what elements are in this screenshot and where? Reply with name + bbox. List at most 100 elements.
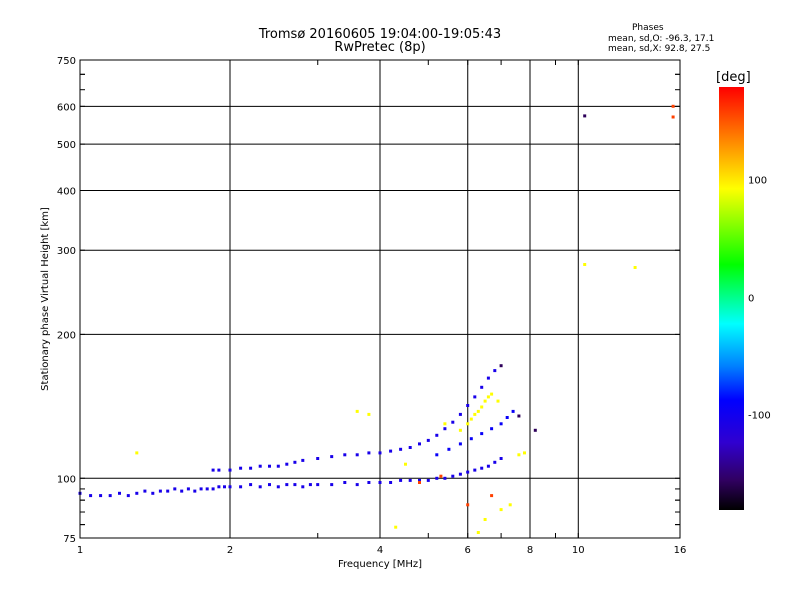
x-axis-label: Frequency [MHz]: [338, 559, 422, 570]
echo-point: [126, 494, 130, 498]
echo-point: [367, 451, 371, 455]
echo-point: [483, 518, 487, 521]
echo-point: [490, 427, 494, 431]
echo-point: [173, 487, 177, 491]
echo-point: [466, 422, 470, 426]
echo-point: [301, 485, 305, 489]
echo-point: [533, 428, 537, 432]
echo-point: [205, 487, 209, 491]
echo-point: [355, 409, 359, 413]
echo-point: [499, 364, 503, 368]
echo-point: [158, 489, 162, 493]
echo-point: [367, 481, 371, 484]
echo-point: [249, 483, 253, 487]
echo-point: [466, 503, 470, 507]
echo-point: [180, 489, 184, 493]
echo-point: [316, 457, 320, 460]
echo-point: [517, 453, 521, 457]
echo-point: [293, 483, 297, 487]
y-tick-label: 200: [57, 330, 76, 341]
colorbar-tick-label: -100: [748, 410, 771, 422]
echo-point: [633, 266, 637, 269]
phase-stats-heading: Phases: [632, 23, 664, 33]
echo-point: [486, 376, 490, 380]
echo-point: [378, 451, 382, 455]
echo-point: [418, 481, 421, 484]
echo-point: [249, 466, 253, 470]
y-tick-label: 75: [63, 534, 76, 545]
echo-point: [404, 462, 407, 466]
echo-point: [285, 462, 289, 466]
echo-point: [480, 385, 484, 389]
echo-point: [276, 464, 280, 468]
echo-point: [293, 460, 297, 464]
echo-point: [186, 487, 190, 491]
echo-point: [99, 494, 103, 498]
echo-point: [443, 476, 447, 480]
echo-point: [505, 416, 509, 419]
echo-point: [211, 487, 215, 491]
echo-point: [499, 508, 503, 512]
echo-point: [276, 485, 280, 489]
echo-point: [480, 405, 484, 409]
echo-point: [511, 409, 515, 413]
y-tick-label: 600: [57, 102, 76, 113]
y-tick-label: 500: [57, 140, 76, 151]
echo-point: [217, 485, 221, 489]
echo-point: [499, 457, 503, 460]
echo-point: [239, 466, 243, 470]
echo-point: [258, 485, 262, 489]
echo-point: [343, 453, 347, 457]
echo-point: [343, 481, 347, 484]
echo-point: [418, 442, 421, 446]
echo-point: [367, 412, 371, 416]
axis-ticks: 1 2 4 6 8 10 16 75 100 200 300 400 500 600 750: [57, 56, 686, 556]
echo-point: [355, 453, 359, 457]
echo-point: [671, 104, 675, 108]
echo-point: [451, 474, 455, 478]
echo-point: [443, 427, 447, 431]
echo-point: [217, 468, 221, 472]
echo-point: [239, 485, 243, 489]
echo-point: [228, 468, 232, 472]
echo-point: [466, 404, 470, 407]
chart-title: Tromsø 20160605 19:04:00-19:05:43: [258, 27, 502, 42]
echo-point: [490, 494, 494, 498]
echo-point: [426, 438, 430, 442]
echo-points: [78, 104, 675, 534]
y-tick-label: 750: [57, 56, 76, 67]
echo-point: [473, 468, 477, 472]
echo-point: [476, 531, 480, 534]
phase-colorbar: [719, 87, 744, 510]
echo-point: [316, 483, 320, 487]
echo-point: [228, 485, 232, 489]
x-tick-label: 1: [77, 545, 83, 556]
echo-point: [451, 420, 455, 424]
echo-point: [211, 468, 215, 472]
x-tick-label: 2: [227, 545, 233, 556]
echo-point: [493, 460, 497, 464]
echo-point: [408, 446, 412, 449]
echo-point: [118, 491, 121, 495]
phase-stats-o-mode: mean, sd,O: -96.3, 17.1: [608, 34, 715, 44]
echo-point: [151, 491, 155, 495]
echo-point: [493, 369, 497, 373]
y-tick-label: 100: [57, 474, 76, 485]
echo-point: [435, 433, 439, 437]
echo-point: [435, 453, 439, 457]
echo-point: [268, 483, 271, 487]
colorbar-tick-label: 0: [748, 293, 755, 304]
echo-point: [330, 455, 334, 459]
echo-point: [473, 412, 477, 416]
y-tick-label: 300: [57, 246, 76, 257]
chart-subtitle: RwPretec (8p): [334, 40, 426, 55]
echo-point: [258, 464, 262, 468]
x-tick-label: 8: [527, 545, 533, 556]
echo-point: [399, 447, 403, 451]
echo-point: [443, 422, 447, 426]
echo-point: [378, 481, 382, 484]
echo-point: [394, 525, 398, 529]
echo-point: [108, 494, 112, 498]
echo-point: [199, 487, 203, 491]
